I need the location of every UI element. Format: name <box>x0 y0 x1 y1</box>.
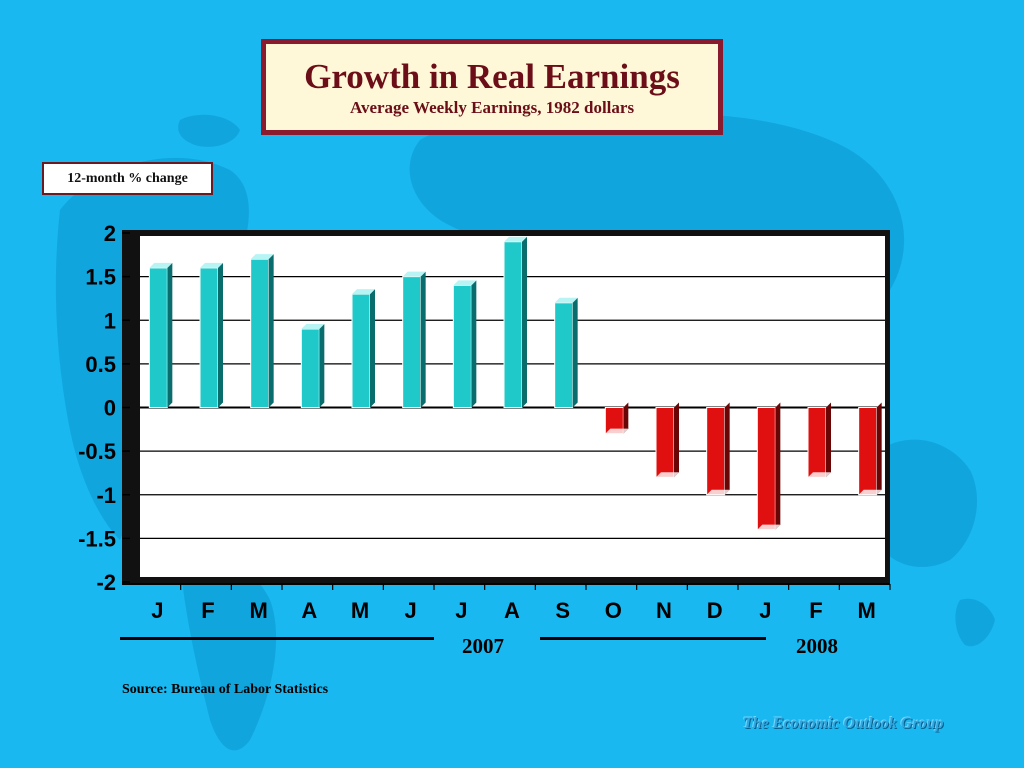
bar <box>148 262 173 408</box>
bar <box>604 402 629 435</box>
y-axis-ticks: 2 1.5 1 0.5 0 -0.5 -1 -1.5 -2 <box>78 221 130 595</box>
year-label-2007: 2007 <box>462 634 504 658</box>
y-tick-label: 1 <box>104 308 116 333</box>
bar <box>807 402 831 478</box>
bar <box>858 402 882 496</box>
x-tick-label: A <box>504 598 520 623</box>
x-tick-label: M <box>858 598 876 623</box>
bar <box>503 236 527 408</box>
bar <box>351 289 375 409</box>
x-tick-label: S <box>555 598 570 623</box>
year-2008-rule <box>540 637 766 640</box>
bar <box>554 297 578 408</box>
x-tick-label: F <box>809 598 822 623</box>
y-tick-label: -0.5 <box>78 439 116 464</box>
y-tick-label: 2 <box>104 221 116 246</box>
y-tick-label: 0.5 <box>85 352 116 377</box>
x-tick-label: N <box>656 598 672 623</box>
bar <box>402 271 426 408</box>
chart-title: Growth in Real Earnings <box>304 57 680 96</box>
bar <box>199 262 223 408</box>
y-tick-label: -1.5 <box>78 526 116 551</box>
bar <box>655 402 679 478</box>
x-tick-label: D <box>707 598 723 623</box>
x-tick-label: O <box>605 598 622 623</box>
y-tick-label: -1 <box>96 483 116 508</box>
unit-label: 12-month % change <box>67 171 188 186</box>
unit-label-box: 12-month % change <box>42 162 213 195</box>
y-tick-label: 1.5 <box>85 265 116 290</box>
x-tick-label: J <box>405 598 417 623</box>
bar <box>300 323 325 409</box>
x-tick-label: J <box>151 598 163 623</box>
x-tick-label: M <box>250 598 268 623</box>
title-panel: Growth in Real Earnings Average Weekly E… <box>265 43 719 131</box>
bar <box>706 402 730 496</box>
bar <box>452 280 477 409</box>
x-tick-label: J <box>455 598 467 623</box>
y-tick-label: 0 <box>104 396 116 421</box>
bar <box>250 254 274 408</box>
x-tick-label: M <box>351 598 369 623</box>
x-tick-label: A <box>301 598 317 623</box>
source-note: Source: Bureau of Labor Statistics <box>122 682 329 697</box>
brand-watermark: The Economic Outlook Group <box>743 715 944 732</box>
title-box: Growth in Real Earnings Average Weekly E… <box>261 39 723 135</box>
year-2007-rule <box>120 637 434 640</box>
x-tick-label: J <box>759 598 771 623</box>
bars <box>148 236 882 531</box>
x-tick-label: F <box>201 598 214 623</box>
chart-subtitle: Average Weekly Earnings, 1982 dollars <box>349 98 635 117</box>
year-label-2008: 2008 <box>796 634 838 658</box>
y-tick-label: -2 <box>96 570 116 595</box>
bar <box>756 402 781 531</box>
